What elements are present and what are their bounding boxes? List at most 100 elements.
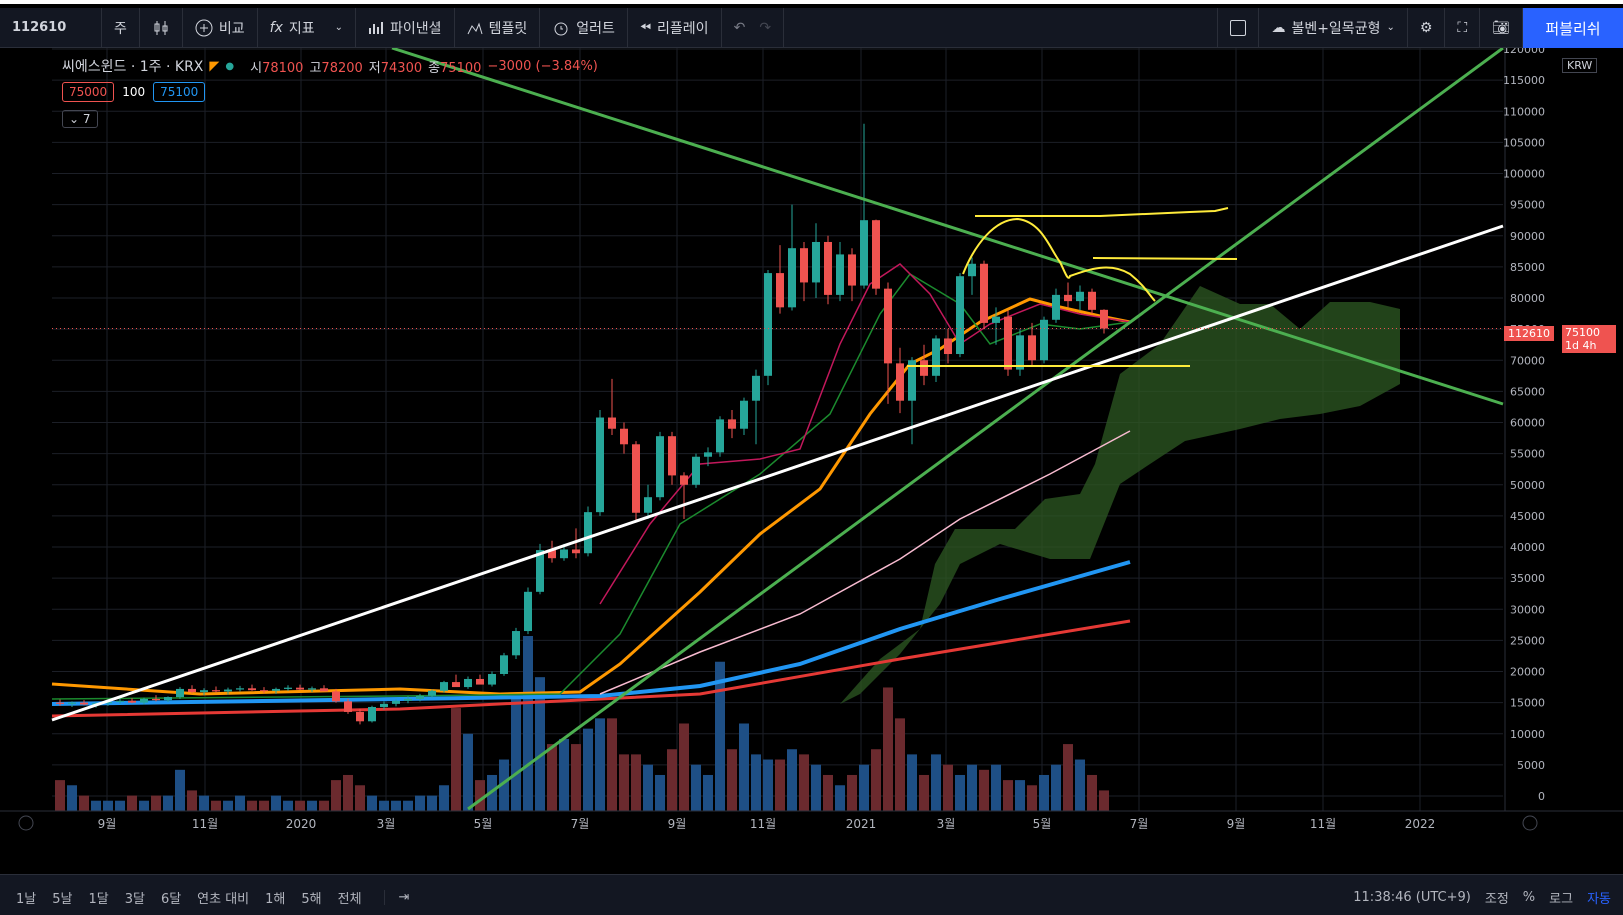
candle-body[interactable] <box>392 700 400 704</box>
candle-body[interactable] <box>1076 291 1084 302</box>
publish-button[interactable]: 퍼블리쉬 <box>1523 8 1623 48</box>
candle-body[interactable] <box>224 689 232 692</box>
candle-body[interactable] <box>704 452 712 457</box>
candle-body[interactable] <box>284 687 292 689</box>
candle-body[interactable] <box>692 456 700 485</box>
candle-body[interactable] <box>956 276 964 355</box>
candle-body[interactable] <box>752 375 760 401</box>
saved-layout-button[interactable]: ☁ 볼벤+일목균형 ⌄ <box>1259 7 1408 48</box>
candle-body[interactable] <box>1028 335 1036 361</box>
candle-body[interactable] <box>1040 319 1048 361</box>
candle-body[interactable] <box>464 678 472 688</box>
candle-body[interactable] <box>428 690 436 696</box>
candle-body[interactable] <box>308 688 316 690</box>
annotation-curve[interactable] <box>962 217 1156 302</box>
candle-body[interactable] <box>332 691 340 702</box>
replay-button[interactable]: ⏪︎ 리플레이 <box>628 7 722 48</box>
candle-body[interactable] <box>680 475 688 485</box>
candle-body[interactable] <box>416 695 424 699</box>
range-button[interactable]: 3달 <box>124 891 145 907</box>
candle-body[interactable] <box>536 550 544 592</box>
candle-body[interactable] <box>152 698 160 701</box>
candle-body[interactable] <box>980 263 988 323</box>
candle-body[interactable] <box>452 682 460 688</box>
candle-body[interactable] <box>524 591 532 632</box>
candle-body[interactable] <box>1016 335 1024 370</box>
candle-body[interactable] <box>1004 316 1012 370</box>
candle-body[interactable] <box>68 702 76 704</box>
chart-type-button[interactable] <box>140 7 183 48</box>
candle-body[interactable] <box>596 417 604 513</box>
interval-button[interactable]: 주 <box>102 7 140 48</box>
chart-svg[interactable]: 0 5000 10000 15000 20000 25000 30000 35000 40000… <box>0 48 1623 838</box>
candle-body[interactable] <box>764 273 772 376</box>
screenshot-button[interactable]: 📷︎ <box>1480 7 1523 48</box>
range-button[interactable]: 5날 <box>52 891 73 907</box>
candle-body[interactable] <box>512 631 520 656</box>
log-toggle[interactable]: 로그 <box>1549 892 1574 907</box>
ask-pill[interactable]: 75100 <box>153 82 206 102</box>
candle-body[interactable] <box>188 688 196 693</box>
candle-body[interactable] <box>488 673 496 685</box>
candle-body[interactable] <box>104 702 112 704</box>
candle-body[interactable] <box>788 248 796 308</box>
candle-body[interactable] <box>380 703 388 707</box>
symbol-title[interactable]: 씨에스윈드 · 1주 · KRX <box>62 59 204 75</box>
candle-body[interactable] <box>668 436 676 476</box>
symbol-search[interactable]: 112610 <box>0 7 102 48</box>
bid-pill[interactable]: 75000 <box>62 82 115 102</box>
candle-body[interactable] <box>896 363 904 401</box>
candle-body[interactable] <box>656 436 664 498</box>
candle-body[interactable] <box>824 241 832 295</box>
percent-toggle[interactable]: % <box>1522 890 1536 905</box>
candle-body[interactable] <box>272 688 280 691</box>
range-button[interactable]: 1해 <box>265 891 286 907</box>
candle-body[interactable] <box>344 701 352 712</box>
auto-scale-icon[interactable] <box>1522 815 1538 831</box>
candle-body[interactable] <box>632 444 640 513</box>
candle-body[interactable] <box>140 698 148 703</box>
candle-body[interactable] <box>884 288 892 364</box>
candle-body[interactable] <box>404 698 412 701</box>
candle-body[interactable] <box>944 338 952 355</box>
candle-body[interactable] <box>992 316 1000 323</box>
trendline-white[interactable] <box>51 224 1504 722</box>
layout-select-button[interactable] <box>1217 7 1260 48</box>
candle-body[interactable] <box>860 220 868 286</box>
range-button[interactable]: 연초 대비 <box>197 891 250 907</box>
candle-body[interactable] <box>728 419 736 429</box>
candle-body[interactable] <box>212 690 220 692</box>
candle-body[interactable] <box>56 702 64 704</box>
trendline-down[interactable] <box>391 48 1504 406</box>
candle-body[interactable] <box>836 254 844 295</box>
candle-body[interactable] <box>260 690 268 692</box>
candle-body[interactable] <box>548 550 556 559</box>
candle-body[interactable] <box>356 711 364 722</box>
candle-body[interactable] <box>320 688 328 692</box>
compare-button[interactable]: 비교 <box>183 7 258 48</box>
candle-body[interactable] <box>128 700 136 703</box>
candle-body[interactable] <box>716 419 724 453</box>
candle-body[interactable] <box>176 688 184 698</box>
candle-body[interactable] <box>368 706 376 722</box>
candle-body[interactable] <box>932 338 940 376</box>
candle-body[interactable] <box>1064 294 1072 302</box>
date-range-icon[interactable]: ⇥ <box>383 889 409 905</box>
candle-body[interactable] <box>1100 309 1108 329</box>
candle-body[interactable] <box>800 248 808 283</box>
indicators-button[interactable]: fx 지표 ⌄ <box>258 7 357 48</box>
range-button[interactable]: 1날 <box>16 891 37 907</box>
candle-body[interactable] <box>620 428 628 445</box>
alert-button[interactable]: 얼러트 <box>540 7 628 48</box>
candle-body[interactable] <box>164 697 172 701</box>
templates-button[interactable]: 템플릿 <box>455 7 541 48</box>
undo-icon[interactable]: ↶ <box>733 19 746 36</box>
adjust-toggle[interactable]: 조정 <box>1484 892 1509 907</box>
financials-button[interactable]: 파이낸셜 <box>356 7 455 48</box>
candle-body[interactable] <box>740 400 748 429</box>
candle-body[interactable] <box>968 263 976 277</box>
chart-area[interactable]: 0 5000 10000 15000 20000 25000 30000 35000 40000… <box>0 48 1623 838</box>
candle-body[interactable] <box>572 549 580 554</box>
clock-time[interactable]: 11:38:46 (UTC+9) <box>1353 890 1471 905</box>
candle-body[interactable] <box>500 655 508 674</box>
